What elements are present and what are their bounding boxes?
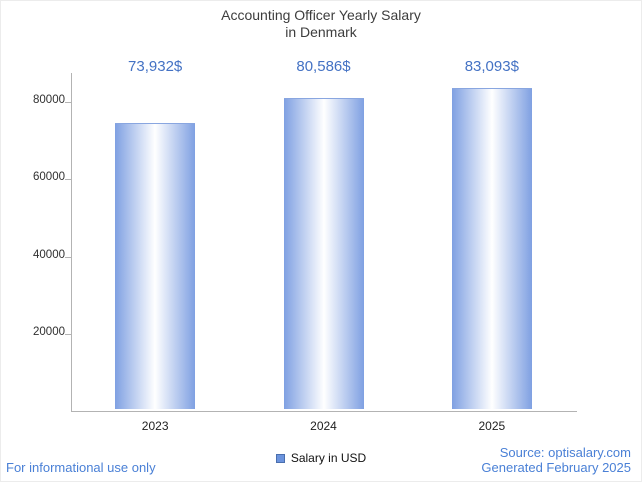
y-tick-label: 60000 (33, 171, 65, 184)
y-tick-mark (65, 333, 71, 335)
bar-2025 (451, 88, 532, 409)
x-tick-label: 2025 (478, 419, 506, 433)
bar-2024 (283, 98, 364, 409)
source-line: Source: optisalary.com (499, 445, 631, 460)
y-tick-label: 40000 (33, 248, 65, 261)
y-tick-label: 80000 (33, 94, 65, 106)
y-tick-mark (65, 179, 71, 181)
bar-value-label: 80,586$ (296, 58, 351, 75)
y-tick-label: 20000 (33, 325, 65, 338)
chart-title-line2: in Denmark (285, 24, 357, 40)
legend-swatch (275, 453, 285, 463)
disclaimer-text: For informational use only (6, 460, 156, 475)
bar-value-label: 73,932$ (128, 58, 183, 75)
chart-title: Accounting Officer Yearly Salary in Denm… (1, 7, 641, 41)
y-axis-line (71, 73, 72, 412)
legend-label: Salary in USD (290, 451, 367, 465)
generated-line: Generated February 2025 (481, 460, 631, 475)
source-info: Source: optisalary.com Generated Februar… (481, 445, 631, 475)
bar-value-label: 83,093$ (464, 58, 519, 75)
x-tick-label: 2023 (141, 419, 169, 433)
x-tick-label: 2024 (310, 419, 337, 433)
x-axis-line (71, 411, 577, 412)
y-tick-mark (65, 102, 71, 103)
chart-title-line1: Accounting Officer Yearly Salary (221, 7, 421, 23)
legend: Salary in USD (1, 451, 641, 465)
bar-2023 (115, 123, 196, 409)
y-tick-mark (65, 256, 71, 258)
